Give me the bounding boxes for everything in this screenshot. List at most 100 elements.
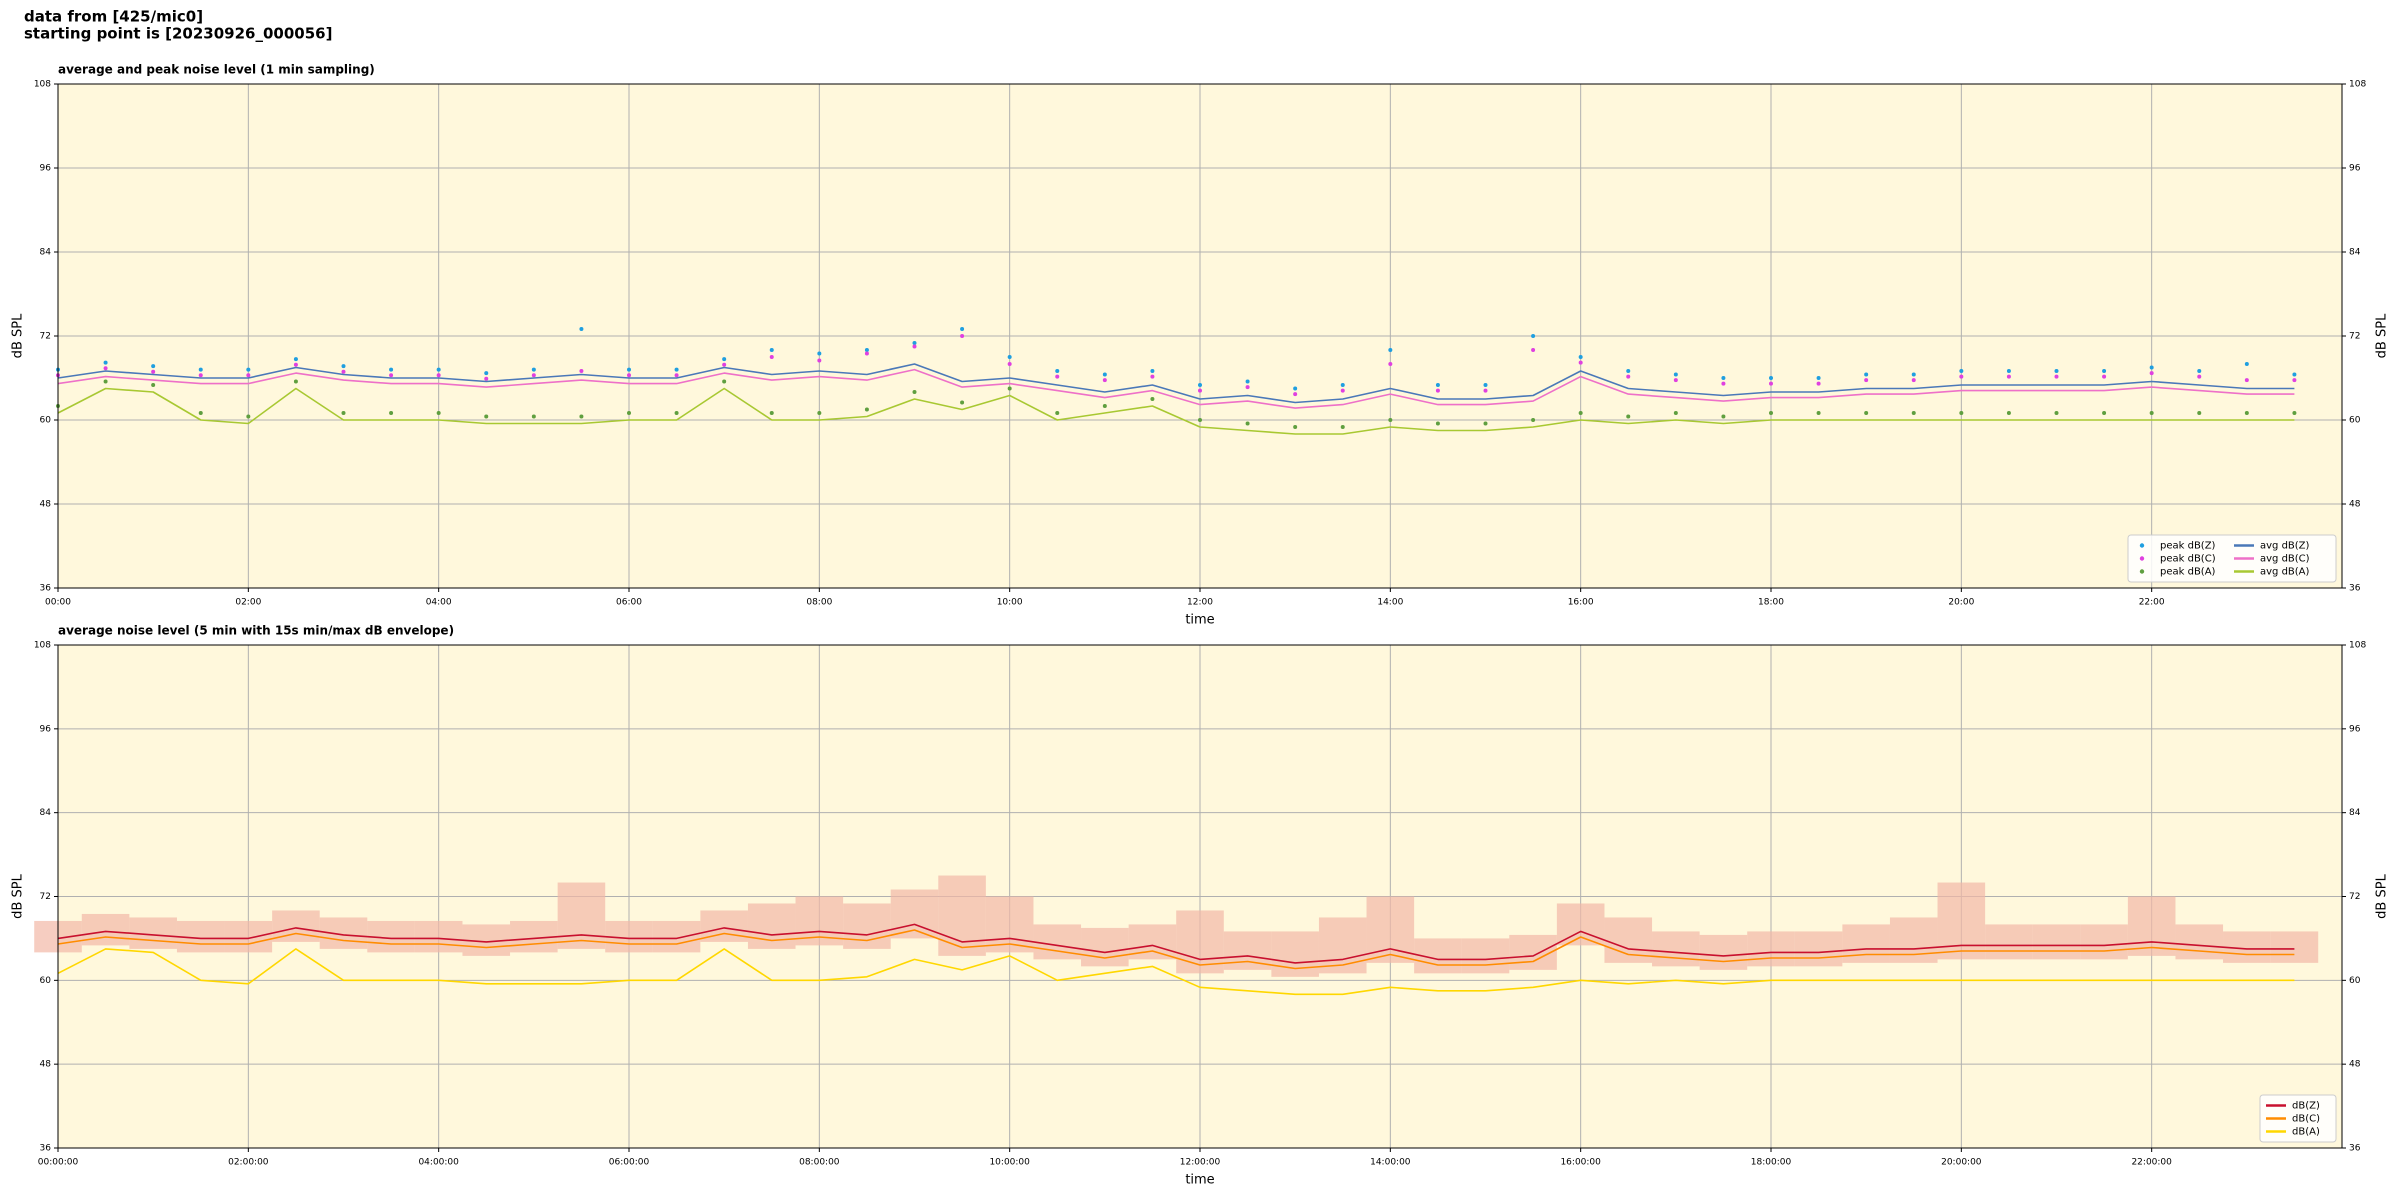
envelope	[985, 896, 1034, 953]
peak-point	[579, 327, 584, 331]
x-tick-label: 22:00	[2139, 598, 2165, 608]
peak-point	[484, 414, 489, 419]
x-tick-label: 22:00:00	[2131, 1158, 2172, 1168]
peak-point	[1388, 348, 1393, 352]
peak-point	[341, 364, 346, 369]
peak-point	[1673, 378, 1678, 383]
y2-tick-label: 36	[2349, 584, 2361, 594]
peak-point	[1721, 381, 1726, 386]
peak-point	[1245, 385, 1250, 390]
peak-point	[912, 341, 917, 345]
y-tick-label: 72	[40, 892, 51, 902]
envelope	[557, 882, 606, 949]
x-axis-label: time	[1185, 613, 1214, 628]
envelope	[652, 920, 701, 953]
peak-point	[817, 358, 822, 363]
peak-point	[1340, 388, 1345, 393]
legend-label: avg dB(Z)	[2260, 541, 2310, 552]
y2-tick-label: 84	[2349, 248, 2361, 258]
envelope	[1889, 917, 1938, 963]
y-tick-label: 72	[40, 332, 51, 342]
legend-box	[2127, 534, 2337, 583]
peak-point	[389, 367, 394, 372]
peak-point	[103, 379, 108, 384]
peak-point	[2292, 411, 2297, 415]
peak-point	[151, 364, 156, 369]
x-tick-label: 18:00:00	[1751, 1158, 1792, 1168]
x-tick-label: 00:00	[45, 598, 71, 608]
peak-point	[436, 367, 441, 372]
x-tick-label: 08:00:00	[799, 1158, 840, 1168]
series-line	[57, 387, 2295, 435]
y-tick-label: 96	[40, 164, 52, 174]
peak-point	[1150, 374, 1155, 379]
peak-point	[817, 411, 822, 415]
series-line	[57, 948, 2295, 996]
peak-point	[1007, 362, 1012, 366]
y-tick-label: 36	[40, 584, 52, 594]
peak-point	[627, 411, 631, 415]
y2-tick-label: 48	[2349, 500, 2361, 510]
y-tick-label: 60	[40, 976, 52, 986]
peak-point	[1150, 369, 1155, 373]
envelope	[747, 903, 796, 949]
peak-point	[341, 411, 346, 415]
peak-point	[484, 371, 489, 376]
peak-point	[293, 357, 298, 362]
x-tick-label: 16:00:00	[1560, 1158, 1601, 1168]
envelope	[2080, 924, 2128, 960]
peak-point	[2006, 369, 2011, 373]
peak-point	[1959, 411, 1964, 415]
envelope	[224, 920, 273, 953]
peak-point	[1626, 374, 1631, 379]
peak-point	[817, 351, 822, 356]
x-tick-label: 14:00:00	[1370, 1158, 1411, 1168]
header-source: data from [425/mic0]	[24, 8, 203, 26]
legend-label: peak dB(Z)	[2160, 541, 2216, 552]
peak-point	[1721, 376, 1726, 380]
peak-point	[1340, 383, 1345, 387]
peak-point	[1864, 411, 1869, 415]
peak-point	[769, 348, 774, 352]
legend-label: peak dB(A)	[2160, 567, 2216, 578]
peak-point	[198, 367, 203, 372]
peak-point	[1911, 378, 1916, 383]
series-line	[57, 929, 2295, 970]
peak-point	[151, 369, 156, 374]
envelope	[1747, 931, 1795, 967]
peak-point	[1055, 411, 1060, 415]
peak-point	[103, 360, 108, 365]
y2-tick-label: 96	[2349, 164, 2361, 174]
peak-point	[1483, 388, 1488, 393]
x-tick-label: 20:00:00	[1941, 1158, 1982, 1168]
envelope	[2270, 931, 2319, 963]
peak-point	[1435, 383, 1440, 387]
peak-point	[1578, 411, 1583, 415]
legend-label: dB(Z)	[2292, 1101, 2320, 1112]
peak-point	[2006, 374, 2011, 379]
legend-label: peak dB(C)	[2160, 554, 2216, 565]
peak-point	[1531, 334, 1536, 338]
peak-point	[1055, 374, 1060, 379]
x-tick-label: 02:00	[235, 598, 261, 608]
peak-point	[1102, 404, 1107, 408]
envelope	[1699, 934, 1748, 970]
peak-point	[912, 344, 917, 349]
peak-point	[246, 367, 251, 372]
peak-point	[1769, 376, 1773, 380]
envelope	[1176, 910, 1224, 974]
peak-point	[579, 369, 584, 373]
peak-point	[293, 379, 298, 384]
envelope	[1842, 924, 1890, 963]
x-tick-label: 00:00:00	[38, 1158, 79, 1168]
peak-point	[864, 351, 869, 356]
legend-marker	[2139, 543, 2145, 548]
plot-frame	[57, 644, 2343, 1149]
x-tick-label: 10:00	[997, 598, 1023, 608]
peak-point	[2197, 369, 2202, 373]
y-tick-label: 84	[40, 808, 52, 818]
peak-point	[627, 367, 631, 372]
peak-point	[103, 366, 108, 371]
envelope	[1652, 931, 1700, 967]
